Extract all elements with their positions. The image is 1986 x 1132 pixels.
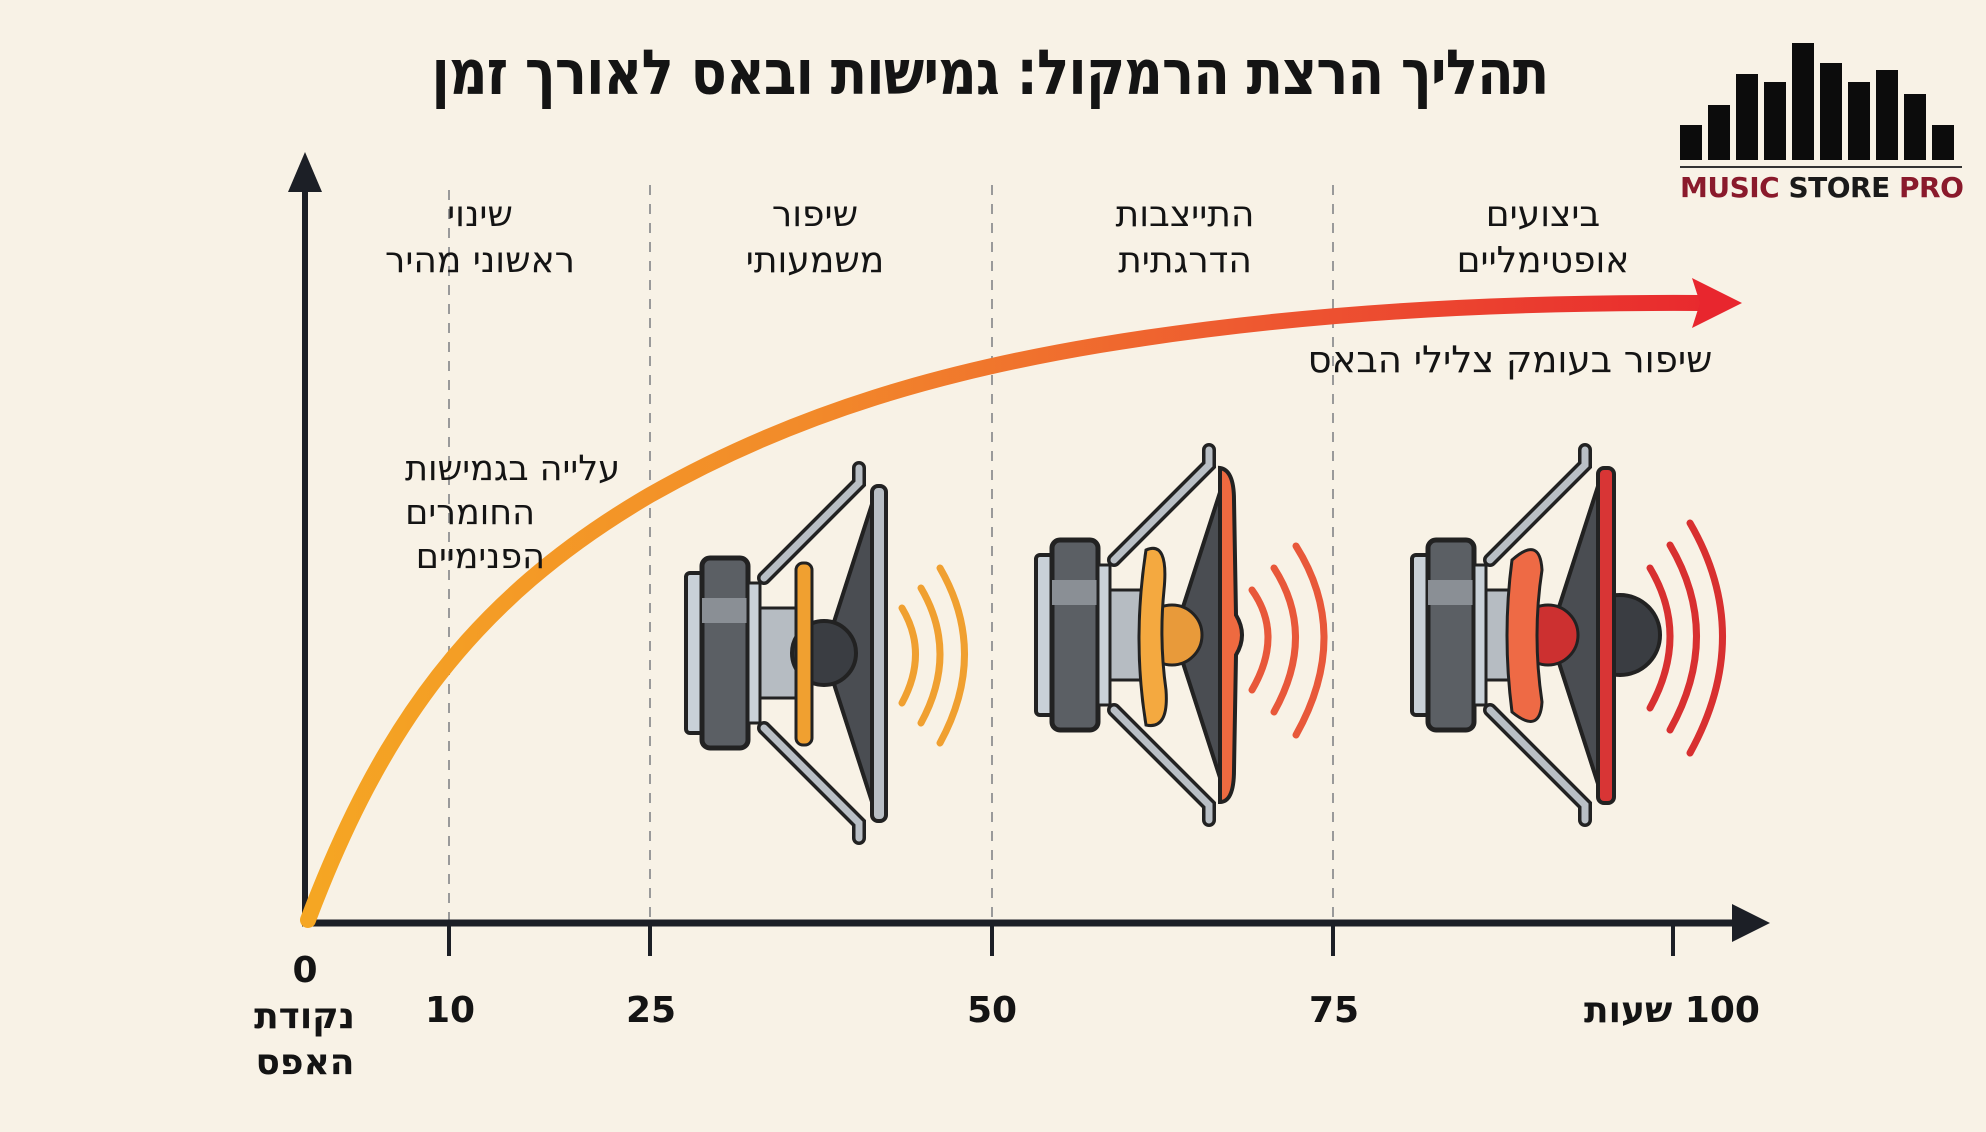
logo-divider xyxy=(1680,166,1962,168)
logo-text-pro: PRO xyxy=(1899,171,1964,204)
x-axis-arrow-icon xyxy=(1732,904,1770,942)
phase-label-line: משמעותי xyxy=(745,240,885,281)
sound-waves-icon xyxy=(1646,519,1726,757)
phase-label-rapid-change: שינוי ראשוני מהיר xyxy=(330,192,630,284)
x-tick-label-zero: 0 נקודת האפס xyxy=(254,948,355,1086)
annotation-line: החומרים xyxy=(405,493,535,533)
logo-bar xyxy=(1764,82,1786,160)
speaker-icon-mid xyxy=(1034,443,1328,827)
logo-bar xyxy=(1820,62,1842,160)
speaker-icon-early xyxy=(684,461,968,845)
x-tick-label-25: 25 xyxy=(625,990,677,1031)
logo-bar xyxy=(1680,124,1702,160)
logo-text-music: MUSIC xyxy=(1680,171,1780,204)
phase-label-stabilization: התייצבות הדרגתית xyxy=(1035,192,1335,284)
x-axis-ticks xyxy=(447,923,1675,956)
logo-bar xyxy=(1876,70,1898,160)
zero-value: 0 xyxy=(292,950,318,991)
gridlines xyxy=(448,185,1334,920)
performance-curve xyxy=(300,294,1708,928)
logo-bar xyxy=(1708,105,1730,160)
annotation-bass-depth: שיפור בעומק צלילי הבאס xyxy=(1307,338,1713,381)
chart-title: תהליך הרצת הרמקול: גמישות ובאס לאורך זמן xyxy=(431,36,1550,109)
x-axis xyxy=(302,904,1770,956)
logo-text-store: STORE xyxy=(1788,171,1890,204)
x-tick-label-50: 50 xyxy=(966,990,1018,1031)
annotation-flexibility: עלייה בגמישות החומרים הפנימיים xyxy=(330,447,620,579)
y-axis-arrow-icon xyxy=(288,152,322,192)
sound-waves-icon xyxy=(898,564,968,747)
brand-logo: MUSIC STORE PRO xyxy=(1668,40,1968,204)
x-tick-label-100: 100 שעות xyxy=(1584,990,1760,1031)
logo-bar xyxy=(1848,82,1870,160)
phase-label-optimal: ביצועים אופטימליים xyxy=(1393,192,1693,284)
x-tick-label-10: 10 xyxy=(424,990,476,1031)
phase-label-line: שינוי xyxy=(447,194,513,235)
logo-bar xyxy=(1792,43,1814,160)
phase-label-line: הדרגתית xyxy=(1118,240,1252,281)
x-tick-label-75: 75 xyxy=(1308,990,1360,1031)
zero-label-line: נקודת xyxy=(254,996,355,1037)
phase-label-significant: שיפור משמעותי xyxy=(665,192,965,284)
annotation-line: הפנימיים xyxy=(415,537,545,577)
sound-waves-icon xyxy=(1248,542,1328,739)
phase-label-line: אופטימליים xyxy=(1456,240,1630,281)
logo-text: MUSIC STORE PRO xyxy=(1680,170,1964,206)
phase-label-line: ביצועים xyxy=(1485,194,1601,235)
zero-label-line: האפס xyxy=(255,1042,355,1083)
curve-arrowhead-icon xyxy=(1692,278,1742,328)
y-axis xyxy=(288,152,322,926)
phase-label-line: שיפור xyxy=(771,194,859,235)
phase-label-line: ראשוני מהיר xyxy=(385,240,575,281)
phase-label-line: התייצבות xyxy=(1115,194,1255,235)
logo-bar xyxy=(1932,124,1954,160)
equalizer-bars-icon xyxy=(1680,40,1960,160)
logo-bar xyxy=(1904,93,1926,160)
speaker-icon-late xyxy=(1410,443,1726,827)
logo-bar xyxy=(1736,74,1758,160)
annotation-line: עלייה בגמישות xyxy=(404,449,620,489)
